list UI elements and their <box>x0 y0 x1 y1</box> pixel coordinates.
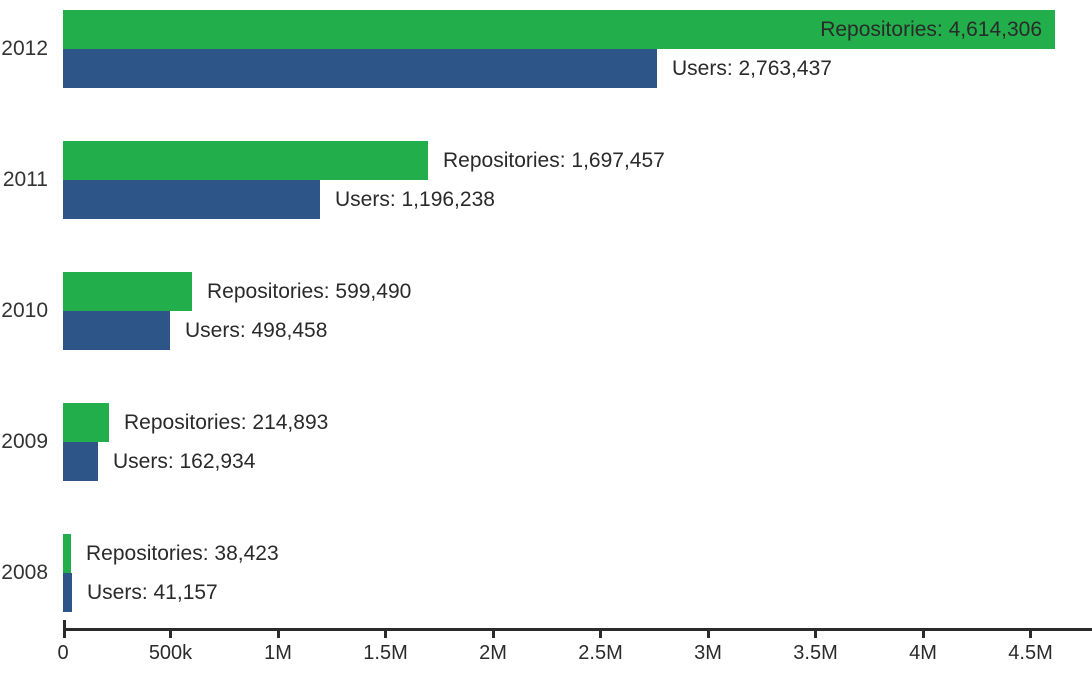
x-axis-start-cap <box>63 620 66 638</box>
x-axis-ticklabel-4M: 4M <box>909 642 937 664</box>
bar-repositories-2008 <box>63 534 71 573</box>
bar-users-2011 <box>63 180 320 219</box>
bar-users-2012 <box>63 49 657 88</box>
bar-users-2008 <box>63 573 72 612</box>
bar-label-users-2012: Users: 2,763,437 <box>672 57 832 80</box>
bar-label-users-2011: Users: 1,196,238 <box>335 188 495 211</box>
x-axis-ticklabel-500k: 500k <box>148 642 193 664</box>
category-label-2009: 2009 <box>1 430 48 453</box>
x-axis-tick-4M <box>921 628 925 638</box>
bar-label-users-2010: Users: 498,458 <box>185 319 328 342</box>
bar-label-repositories-2008: Repositories: 38,423 <box>86 542 279 565</box>
bar-label-repositories-2010: Repositories: 599,490 <box>207 280 412 303</box>
x-axis-tick-1M <box>276 628 280 638</box>
x-axis-tick-4.5M <box>1029 628 1032 638</box>
x-axis-tick-500k <box>169 628 172 638</box>
bar-repositories-2012 <box>63 10 1055 49</box>
x-axis-ticklabel-2.5M: 2.5M <box>578 642 623 664</box>
x-axis-ticklabel-0: 0 <box>57 642 69 664</box>
x-axis-ticklabel-1.5M: 1.5M <box>363 642 408 664</box>
category-label-2008: 2008 <box>1 561 48 584</box>
x-axis-line <box>63 628 1092 631</box>
x-axis-ticklabel-3M: 3M <box>694 642 722 664</box>
x-axis-ticklabel-3.5M: 3.5M <box>793 642 838 664</box>
bar-users-2010 <box>63 311 170 350</box>
bar-repositories-2011 <box>63 141 428 180</box>
bar-users-2009 <box>63 442 98 481</box>
bar-repositories-2010 <box>63 272 192 311</box>
bar-label-repositories-2011: Repositories: 1,697,457 <box>443 149 665 172</box>
x-axis-tick-2M <box>491 628 495 638</box>
x-axis-tick-3.5M <box>814 628 817 638</box>
bar-label-users-2009: Users: 162,934 <box>113 450 256 473</box>
x-axis-tick-1.5M <box>384 628 387 638</box>
bar-label-repositories-2009: Repositories: 214,893 <box>124 411 329 434</box>
x-axis-ticklabel-2M: 2M <box>479 642 507 664</box>
category-label-2010: 2010 <box>1 299 48 322</box>
bar-label-repositories-2012: Repositories: 4,614,306 <box>820 18 1042 41</box>
x-axis-tick-3M <box>706 628 710 638</box>
x-axis-tick-2.5M <box>599 628 602 638</box>
bar-repositories-2009 <box>63 403 109 442</box>
x-axis-ticklabel-1M: 1M <box>264 642 292 664</box>
category-label-2011: 2011 <box>2 168 48 191</box>
category-label-2012: 2012 <box>1 37 48 60</box>
x-axis-ticklabel-4.5M: 4.5M <box>1008 642 1053 664</box>
bar-label-users-2008: Users: 41,157 <box>87 581 218 604</box>
